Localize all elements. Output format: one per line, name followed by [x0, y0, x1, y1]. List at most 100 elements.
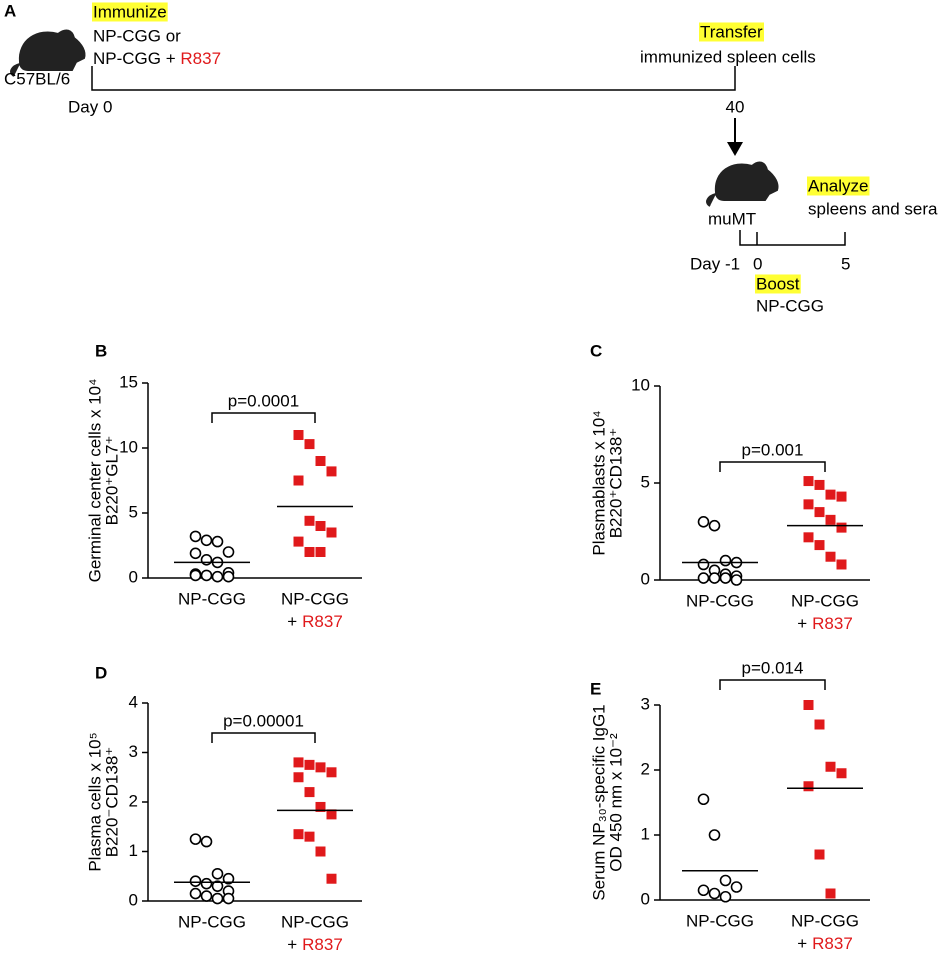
data-point	[803, 532, 814, 543]
data-point	[304, 547, 315, 557]
data-point	[719, 890, 732, 903]
data-point	[697, 793, 710, 806]
data-point	[825, 489, 836, 500]
data-point	[222, 570, 235, 583]
treatment-label: + R837	[287, 935, 343, 954]
highlight	[807, 176, 870, 196]
data-point	[189, 530, 202, 543]
data-point	[719, 554, 732, 567]
data-point	[814, 507, 825, 518]
data-point	[189, 833, 202, 845]
y-axis-label: B220⁺GL7⁺	[102, 436, 121, 526]
data-point	[708, 572, 721, 584]
timeline	[91, 66, 736, 91]
recipient-label: muMT	[708, 209, 756, 228]
data-point	[814, 540, 825, 551]
significance-bracket	[211, 412, 316, 423]
data-point	[315, 846, 326, 857]
treatment-prefix: +	[797, 614, 807, 633]
boost-title: Boost	[756, 274, 800, 293]
data-point	[326, 767, 337, 778]
y-axis-label: Plasma cells x 10⁵	[85, 732, 104, 871]
y-axis-label: B220⁻CD138⁺	[102, 747, 121, 858]
transfer-title: Transfer	[700, 22, 763, 41]
data-point	[304, 759, 315, 770]
adjuvant: R837	[180, 49, 221, 68]
treatment-label: + R837	[797, 934, 853, 953]
data-point	[697, 572, 710, 584]
data-point	[814, 479, 825, 490]
panel-label: A	[4, 1, 16, 20]
y-axis-label: B220⁺CD138⁺	[606, 428, 625, 539]
mouse-icon	[706, 161, 779, 207]
y-tick-label: 5	[641, 472, 650, 491]
y-axis-label: Germinal center cells x 10⁴	[85, 379, 104, 583]
y-tick-label: 3	[641, 694, 650, 713]
highlight	[92, 2, 168, 22]
data-point	[326, 873, 337, 884]
data-point	[825, 551, 836, 562]
data-point	[803, 476, 814, 487]
data-point	[708, 829, 721, 841]
treatment-name: R837	[302, 935, 343, 954]
p-value: p=0.0001	[228, 391, 299, 410]
data-point	[293, 757, 304, 768]
data-point	[211, 867, 224, 880]
data-point	[708, 519, 721, 532]
immunize-title: Immunize	[93, 2, 167, 21]
highlight	[699, 22, 765, 42]
y-tick-label: 0	[129, 567, 138, 586]
data-point	[836, 522, 847, 533]
data-point	[708, 887, 721, 900]
y-axis-label: Serum NP₃₀-specific IgG1	[589, 704, 608, 900]
data-point	[211, 892, 224, 905]
x-tick-label: NP-CGG	[178, 912, 246, 931]
data-point	[222, 872, 235, 885]
mouse-icon	[10, 29, 86, 77]
significance-bracket	[719, 679, 826, 690]
data-point	[719, 572, 732, 584]
data-point	[803, 781, 814, 792]
panel-label: E	[590, 679, 601, 698]
y-tick-label: 10	[631, 375, 650, 394]
data-point	[211, 570, 224, 583]
data-point	[697, 515, 710, 528]
data-point	[803, 499, 814, 510]
treatment-prefix: +	[287, 612, 297, 631]
data-point	[200, 534, 213, 547]
panel-label: C	[590, 341, 602, 360]
y-tick-label: 1	[641, 824, 650, 843]
data-point	[200, 569, 213, 582]
data-point	[730, 574, 743, 586]
data-point	[730, 881, 743, 893]
p-value: p=0.014	[742, 658, 804, 677]
data-point	[825, 888, 836, 899]
immunize-text: NP-CGG + R837	[93, 49, 221, 68]
treatment-name: R837	[812, 614, 853, 633]
day-label: 0	[753, 254, 762, 273]
data-point	[189, 569, 202, 582]
y-tick-label: 0	[641, 569, 650, 588]
highlights	[92, 2, 870, 294]
data-point	[315, 521, 326, 531]
data-point	[189, 875, 202, 888]
x-tick-label: NP-CGG	[686, 591, 754, 610]
data-point	[211, 535, 224, 548]
data-point	[211, 880, 224, 892]
y-tick-label: 4	[129, 692, 138, 711]
data-point	[293, 829, 304, 840]
data-point	[326, 809, 337, 820]
transfer-text: immunized spleen cells	[640, 47, 816, 66]
data-point	[719, 874, 732, 887]
treatment-name: R837	[812, 934, 853, 953]
significance-bracket	[211, 732, 316, 743]
highlight	[755, 274, 801, 294]
day-label: 5	[841, 254, 850, 273]
day-label: Day -1	[690, 254, 740, 273]
arrow-head	[727, 142, 743, 156]
data-point	[293, 536, 304, 547]
y-axis-label: OD 450 nm x 10⁻²	[606, 733, 625, 872]
data-point	[293, 772, 304, 783]
data-point	[222, 892, 235, 905]
y-tick-label: 1	[129, 841, 138, 860]
